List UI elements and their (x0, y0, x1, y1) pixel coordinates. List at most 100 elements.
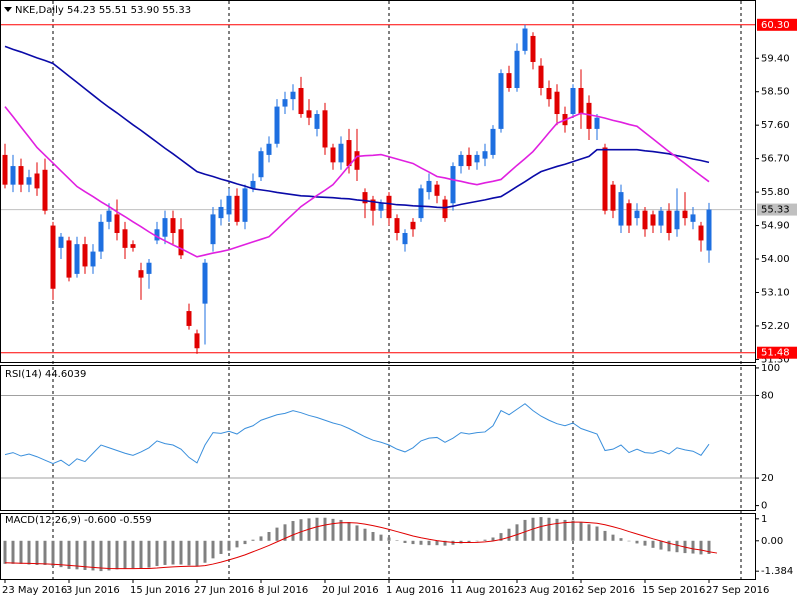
macd-bar (251, 539, 255, 541)
macd-bar (35, 540, 39, 565)
x-tick-label: 27 Jun 2016 (194, 585, 254, 596)
macd-bar (611, 534, 615, 541)
chart-layer (1, 1, 759, 583)
candle-body (522, 28, 528, 51)
candle-body (602, 147, 608, 211)
y-tick-label: 59.40 (761, 53, 790, 64)
macd-bar (299, 519, 303, 541)
macd-bar (59, 540, 63, 568)
candle-body (82, 244, 88, 267)
candle-body (338, 143, 344, 163)
macd-bar (475, 540, 479, 542)
macd-panel-frame (0, 513, 756, 580)
candle-body (570, 87, 576, 115)
x-tick-label: 2 Sep 2016 (578, 585, 635, 596)
x-tick-label: 3 Jun 2016 (66, 585, 120, 596)
labels: NKE,Daily 54.23 55.51 53.90 55.33 RSI(14… (2, 5, 797, 596)
candle-body (194, 333, 200, 349)
y-tick-label: 56.70 (761, 154, 790, 165)
candle-body (498, 73, 504, 129)
macd-bar (627, 540, 631, 542)
candle-body (362, 192, 368, 204)
candle-body (506, 73, 512, 88)
macd-bar (355, 525, 359, 541)
candle-body (242, 188, 248, 222)
candle-body (186, 311, 192, 326)
candle-body (26, 177, 32, 185)
macd-bar (331, 518, 335, 541)
macd-bar (547, 517, 551, 541)
candle-body (642, 210, 648, 230)
candle-body (466, 154, 472, 167)
macd-bar (267, 532, 271, 541)
candle-body (530, 35, 536, 62)
candle-body (98, 221, 104, 252)
macd-bar (99, 540, 103, 572)
macd-bar (339, 519, 343, 541)
candle-body (218, 206, 224, 219)
candle-body (330, 147, 336, 163)
candle-body (322, 110, 328, 148)
macd-bar (395, 540, 399, 541)
x-tick-label: 23 Aug 2016 (514, 585, 578, 596)
macd-bar (563, 519, 567, 541)
x-tick-label: 1 Aug 2016 (386, 585, 444, 596)
candle-body (490, 128, 496, 155)
price-tag (757, 203, 797, 216)
candle-body (426, 180, 432, 193)
macd-bar (235, 540, 239, 548)
candle-body (386, 195, 392, 219)
macd-bar (379, 534, 383, 541)
candle-body (66, 240, 72, 278)
macd-bar (443, 540, 447, 546)
macd-bar (155, 540, 159, 567)
candle-body (434, 184, 440, 196)
macd-bar (427, 540, 431, 546)
candle-body (314, 114, 320, 129)
candle-body (298, 87, 304, 115)
candle-body (626, 203, 632, 226)
candle-body (250, 180, 256, 189)
macd-bar (219, 540, 223, 554)
candle-body (234, 195, 240, 222)
y-tick-label: 0.00 (761, 536, 783, 547)
macd-bar (587, 524, 591, 541)
main-panel-frame (0, 0, 756, 363)
candle-body (90, 251, 96, 267)
candle-body (682, 210, 688, 219)
y-tick-label: 58.50 (761, 87, 790, 98)
macd-bar (659, 540, 663, 550)
macd-bar (11, 540, 15, 564)
candle-body (418, 188, 424, 219)
candle-body (210, 214, 216, 245)
macd-bar (179, 540, 183, 565)
macd-bar (371, 532, 375, 541)
candle-body (402, 232, 408, 245)
macd-bar (347, 522, 351, 541)
candle-body (162, 218, 168, 237)
macd-bar (115, 540, 119, 570)
macd-bar (195, 540, 199, 567)
candle-body (138, 270, 144, 278)
candle-body (514, 50, 520, 88)
candle-body (618, 192, 624, 226)
macd-bar (595, 526, 599, 541)
candle-body (658, 210, 664, 226)
macd-bar (139, 540, 143, 569)
y-tick-label: 0 (761, 501, 767, 512)
candle-body (18, 166, 24, 185)
macd-bar (147, 540, 151, 568)
y-tick-label: 51.30 (761, 354, 790, 365)
macd-bar (691, 540, 695, 554)
candle-body (450, 166, 456, 204)
x-tick-label: 8 Jul 2016 (258, 585, 308, 596)
candle-body (202, 262, 208, 304)
candle-body (34, 173, 40, 189)
macd-bar (91, 540, 95, 571)
macd-bar (411, 540, 415, 545)
candle-body (474, 154, 480, 163)
candle-body (226, 195, 232, 215)
macd-bar (83, 540, 87, 570)
symbol-arrow (4, 7, 12, 12)
